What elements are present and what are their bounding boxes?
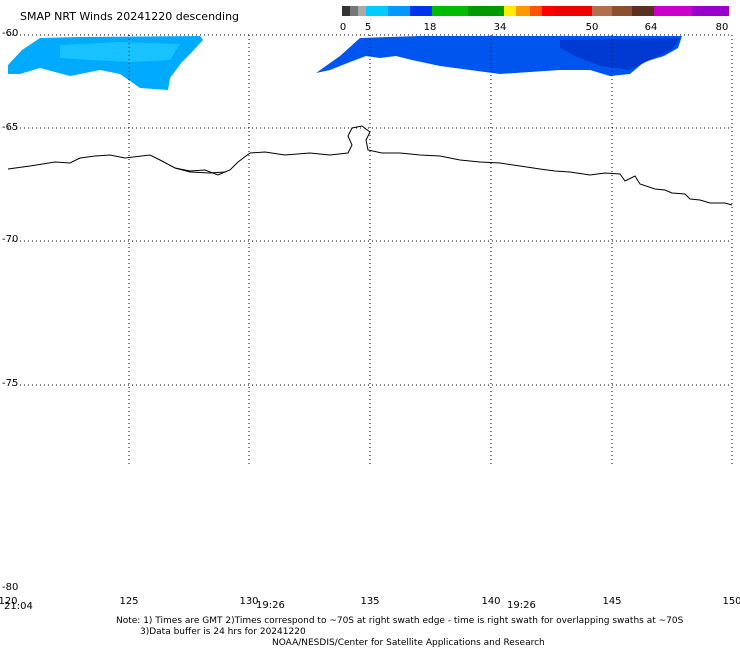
map-title: SMAP NRT Winds 20241220 descending bbox=[20, 10, 239, 23]
credit-line: NOAA/NESDIS/Center for Satellite Applica… bbox=[272, 638, 545, 648]
colorbar-tick-label: 34 bbox=[494, 22, 507, 33]
swath-time-label: 19:26 bbox=[256, 600, 285, 611]
colorbar-tick-labels: 0 5 18 34 50 64 80 bbox=[340, 22, 729, 33]
latitude-label: -80 bbox=[2, 582, 18, 593]
latitude-label: -60 bbox=[2, 28, 18, 39]
footnote-line-1: Note: 1) Times are GMT 2)Times correspon… bbox=[116, 616, 684, 626]
longitude-label: 130 bbox=[239, 596, 258, 607]
longitude-labels: 120 125 130 135 140 145 150 bbox=[0, 596, 740, 607]
colorbar-tick-label: 50 bbox=[586, 22, 599, 33]
colorbar-tick-label: 80 bbox=[716, 22, 729, 33]
longitude-label: 125 bbox=[119, 596, 138, 607]
longitude-label: 135 bbox=[360, 596, 379, 607]
wind-swath-west-highlight bbox=[60, 42, 180, 62]
swath-time-label: 19:26 bbox=[507, 600, 536, 611]
latitude-label: -70 bbox=[2, 234, 18, 245]
wind-swath-east-dark bbox=[560, 38, 680, 70]
colorbar-tick-label: 5 bbox=[365, 22, 371, 33]
colorbar-tick-label: 18 bbox=[424, 22, 437, 33]
latitude-label: -65 bbox=[2, 122, 18, 133]
longitude-label: 120 bbox=[0, 596, 18, 607]
coastline bbox=[7, 125, 733, 206]
swath-time-label: 21:04 bbox=[4, 601, 33, 612]
footnote-line-2: 3)Data buffer is 24 hrs for 20241220 bbox=[140, 627, 306, 637]
swath-time-labels: 21:04 19:26 19:26 bbox=[4, 600, 536, 612]
wind-speed-colorbar bbox=[342, 6, 729, 16]
longitude-label: 140 bbox=[481, 596, 500, 607]
longitude-label: 145 bbox=[602, 596, 621, 607]
longitude-label: 150 bbox=[722, 596, 740, 607]
latitude-labels: -60 -65 -70 -75 -80 bbox=[2, 28, 18, 593]
map-grid bbox=[8, 34, 733, 465]
colorbar-tick-label: 64 bbox=[645, 22, 658, 33]
colorbar-tick-label: 0 bbox=[340, 22, 346, 33]
latitude-label: -75 bbox=[2, 378, 18, 389]
coastline-inner bbox=[174, 167, 226, 174]
